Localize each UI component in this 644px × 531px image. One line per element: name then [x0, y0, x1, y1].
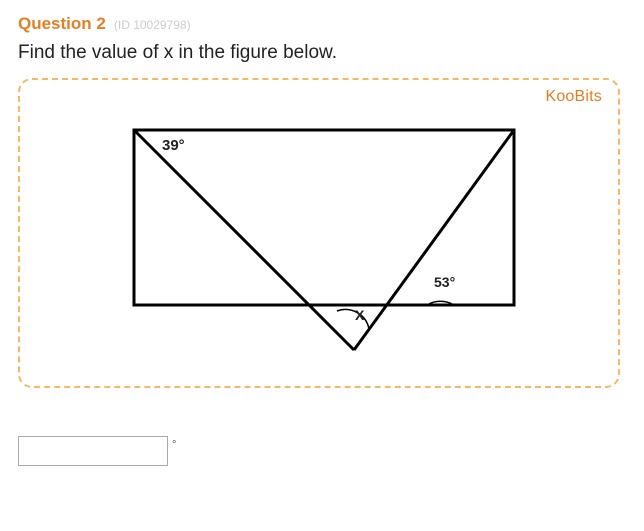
brand-watermark: KooBits: [545, 88, 602, 106]
question-prompt: Find the value of x in the figure below.: [18, 42, 626, 64]
svg-text:X: X: [355, 307, 365, 323]
degree-symbol: °: [172, 439, 176, 451]
question-label: Question 2: [18, 14, 106, 34]
answer-input[interactable]: [18, 436, 168, 466]
svg-text:53°: 53°: [434, 274, 455, 290]
figure-container: KooBits 39° 53° X: [18, 78, 620, 388]
question-id: (ID 10029798): [114, 18, 191, 32]
answer-row: °: [18, 436, 626, 466]
geometry-figure: 39° 53° X: [34, 90, 604, 376]
question-header: Question 2 (ID 10029798): [18, 14, 626, 34]
svg-text:39°: 39°: [162, 137, 185, 154]
